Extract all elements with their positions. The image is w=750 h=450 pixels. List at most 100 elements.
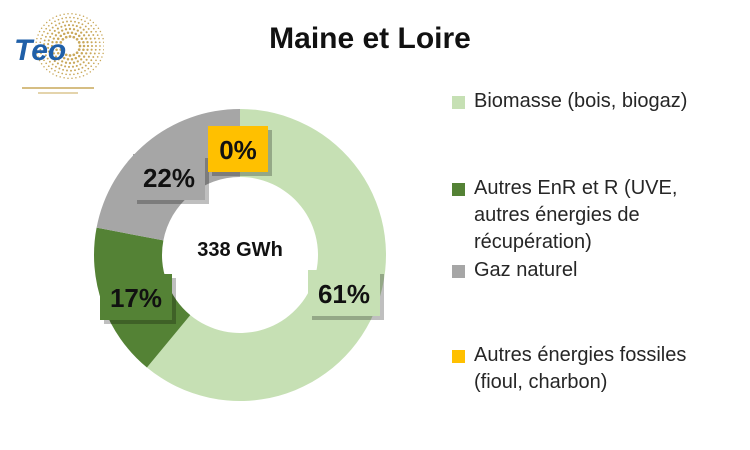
logo-dot [43, 66, 45, 68]
logo-dot [74, 56, 78, 60]
data-label: 17% [110, 283, 162, 313]
logo-dot [92, 68, 95, 71]
logo-dot [59, 34, 63, 38]
logo-dot [58, 44, 62, 48]
legend-swatch [452, 350, 465, 363]
logo-dot [92, 56, 95, 58]
logo-dot [47, 39, 50, 42]
logo-dot [69, 73, 71, 76]
logo-dot [66, 69, 68, 72]
logo-dot [56, 27, 59, 30]
data-label: 0% [219, 135, 257, 165]
legend-label: Biomasse (bois, biogaz) [474, 90, 688, 112]
logo-dot [52, 73, 54, 75]
logo-dot [86, 44, 90, 48]
logo-dot [47, 50, 50, 53]
logo-dot [66, 31, 70, 35]
logo-dot [77, 54, 81, 58]
logo-dot [59, 76, 61, 78]
logo-dot [92, 62, 95, 65]
logo-dot [103, 48, 104, 51]
logo-dot [95, 59, 97, 62]
logo-dot [90, 24, 93, 27]
logo-dot [84, 64, 87, 67]
logo-dot [62, 21, 65, 24]
logo-sunburst-dots [35, 13, 104, 79]
logo-dot [84, 20, 86, 23]
logo-dot [40, 27, 43, 30]
logo-dot [61, 29, 64, 32]
logo-dot [70, 57, 74, 61]
logo-dot [43, 39, 46, 42]
logo-dot [86, 17, 88, 19]
logo-dot [103, 45, 104, 47]
logo-dot [96, 56, 99, 58]
logo-dot [36, 52, 38, 55]
logo-dot [82, 15, 85, 18]
logo-dot [47, 65, 50, 68]
logo-dot [98, 48, 101, 51]
logo-dot [101, 56, 103, 58]
logo-dot [80, 71, 83, 74]
logo-dot [50, 44, 54, 48]
logo-dot [68, 27, 72, 31]
logo-dot [75, 77, 77, 79]
logo-dot [41, 34, 44, 36]
logo-dot [69, 16, 71, 19]
logo-dot [44, 54, 47, 57]
logo-dot [46, 32, 49, 35]
logo-dot [82, 55, 86, 58]
logo-dot [82, 74, 85, 77]
logo-dot [54, 34, 58, 37]
logo-dot [56, 51, 60, 55]
logo-dot [40, 62, 43, 65]
logo-dot [80, 51, 84, 55]
logo-dot [73, 16, 75, 19]
logo-dot [48, 60, 51, 63]
logo-dot [75, 64, 78, 67]
logo-dot [82, 48, 85, 51]
logo-dot [76, 17, 79, 20]
logo-dot [39, 41, 42, 44]
logo-dot [68, 35, 72, 38]
logo-dot [90, 65, 93, 68]
logo-dot [92, 34, 95, 36]
logo-dot [76, 60, 79, 63]
logo-dot [38, 30, 41, 33]
legend-label: Autres énergies fossiles (fioul, charbon… [474, 344, 687, 393]
logo-dot [77, 34, 81, 38]
logo-dot [72, 28, 76, 31]
logo-dot [80, 37, 84, 41]
data-label-box [308, 270, 380, 316]
logo-dot [97, 27, 100, 30]
logo-dot [40, 37, 42, 40]
logo-dot [54, 44, 58, 48]
logo-dot [48, 71, 51, 73]
logo-dot [48, 19, 51, 21]
logo-dot [35, 45, 37, 47]
logo-dot [57, 31, 60, 34]
logo-dot [89, 19, 92, 21]
logo-dot [58, 67, 61, 70]
logo-dot [67, 77, 69, 79]
legend-swatch [452, 183, 465, 196]
logo-dot [82, 44, 86, 48]
logo-dot [72, 53, 76, 57]
logo-dot [101, 34, 103, 36]
logo-dot [52, 37, 55, 40]
logo-dot [64, 65, 67, 68]
logo-dot [51, 41, 54, 44]
logo-dot [67, 24, 71, 27]
logo-dot [95, 66, 97, 68]
logo-dot [84, 69, 86, 72]
logo-dot [36, 37, 38, 40]
logo-dot [63, 77, 65, 79]
logo-dot [80, 58, 83, 61]
logo-dot [68, 54, 72, 57]
logo-dot [64, 28, 68, 31]
logo-dot [37, 34, 39, 36]
logo-dot [74, 69, 76, 72]
logo-dot [79, 76, 81, 78]
logo-dot [86, 73, 88, 75]
